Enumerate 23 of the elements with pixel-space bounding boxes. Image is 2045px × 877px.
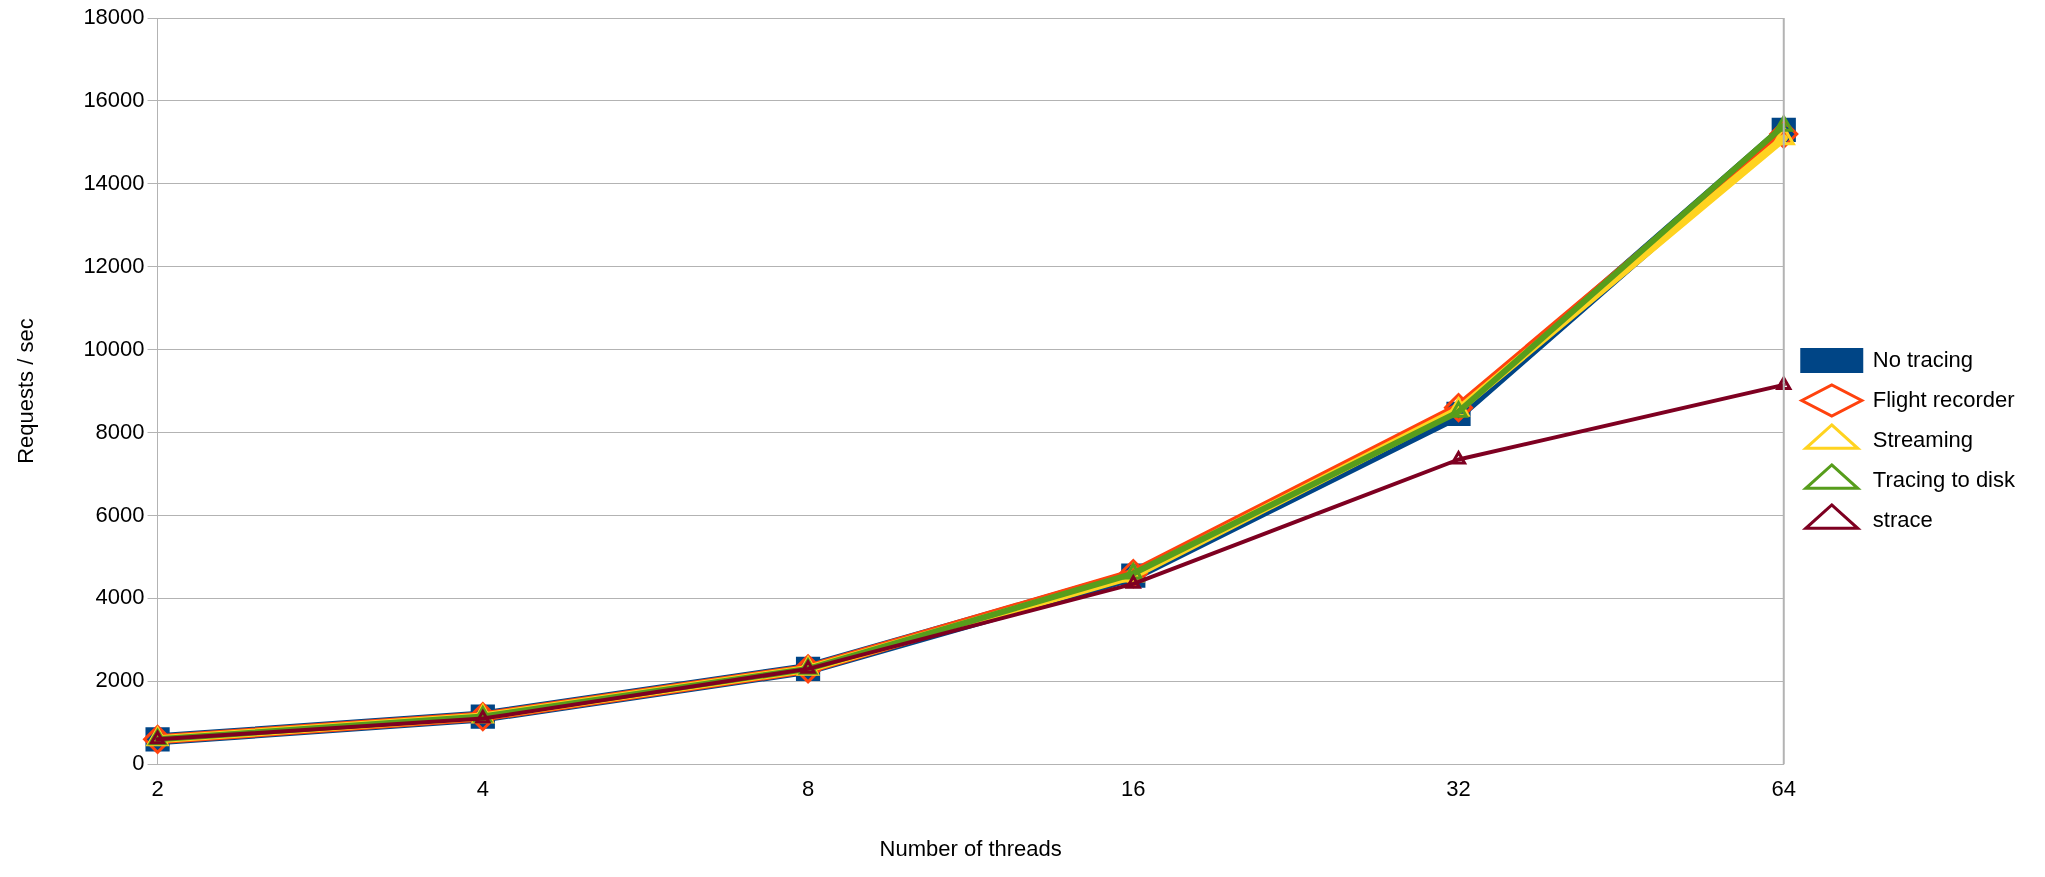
x-axis-title: Number of threads [879,835,1062,861]
x-tick-label: 16 [1121,776,1146,802]
y-tick-label: 8000 [95,418,145,444]
y-tick-label: 10000 [83,335,145,361]
x-tick-label: 32 [1446,776,1471,802]
legend-label: Streaming [1872,426,1974,452]
x-tick-label: 2 [151,776,164,802]
y-tick-label: 12000 [83,252,145,278]
y-tick-label: 6000 [95,501,145,527]
y-tick-label: 4000 [95,584,145,610]
legend-label: Tracing to disk [1872,466,2016,492]
y-tick-label: 18000 [83,4,145,30]
y-tick-label: 14000 [83,169,145,195]
legend-label: Flight recorder [1872,386,2015,412]
y-tick-label: 0 [132,750,145,776]
y-tick-label: 16000 [83,86,145,112]
y-axis-title: Requests / sec [13,318,39,464]
x-tick-label: 4 [476,776,489,802]
legend-label: No tracing [1872,346,1974,372]
y-tick-label: 2000 [95,667,145,693]
legend-label: strace [1872,506,1933,532]
x-tick-label: 64 [1771,776,1796,802]
x-tick-label: 8 [801,776,815,802]
